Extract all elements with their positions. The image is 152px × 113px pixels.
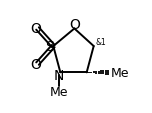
Text: Me: Me <box>50 85 68 98</box>
Text: O: O <box>30 22 41 36</box>
Text: Me: Me <box>111 66 129 79</box>
Text: &1: &1 <box>95 38 106 47</box>
Text: O: O <box>69 18 80 32</box>
Text: O: O <box>30 57 41 71</box>
Text: N: N <box>54 69 64 83</box>
Text: S: S <box>45 39 54 53</box>
